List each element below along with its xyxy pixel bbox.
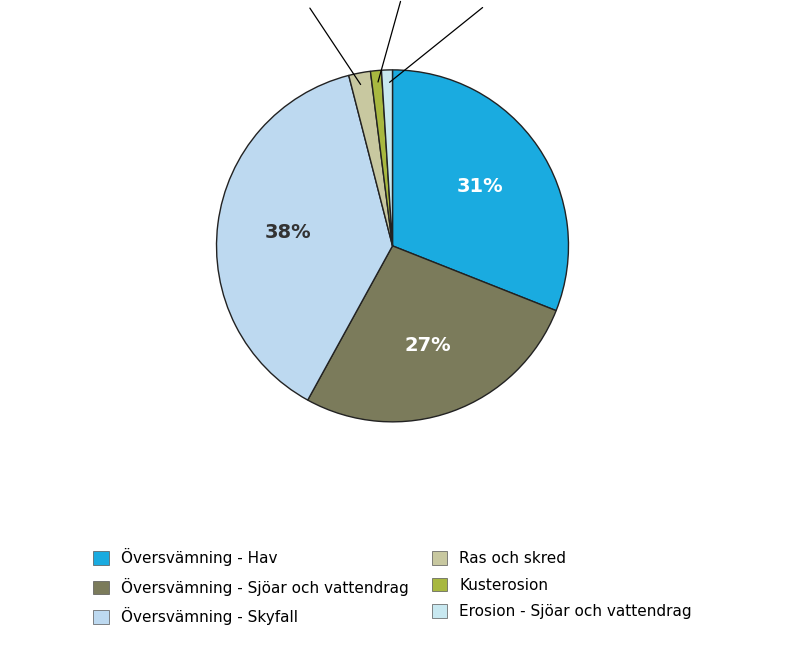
Text: Erosion - Sjöar och
vattendrag
1%: Erosion - Sjöar och vattendrag 1% — [389, 0, 590, 82]
Wedge shape — [371, 71, 392, 246]
Wedge shape — [382, 70, 392, 246]
Text: Ras och skred
2%: Ras och skred 2% — [243, 0, 360, 85]
Wedge shape — [217, 76, 392, 400]
Legend: Översvämning - Hav, Översvämning - Sjöar och vattendrag, Översvämning - Skyfall,: Översvämning - Hav, Översvämning - Sjöar… — [86, 541, 699, 633]
Wedge shape — [349, 71, 392, 246]
Text: 31%: 31% — [457, 177, 503, 196]
Wedge shape — [392, 70, 568, 311]
Text: 38%: 38% — [265, 223, 311, 242]
Wedge shape — [308, 246, 556, 422]
Text: Kusterosion
1%: Kusterosion 1% — [362, 0, 451, 82]
Text: 27%: 27% — [405, 336, 451, 355]
